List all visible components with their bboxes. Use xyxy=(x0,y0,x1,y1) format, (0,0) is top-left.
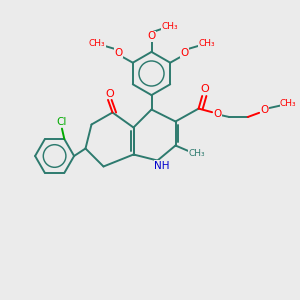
Text: O: O xyxy=(213,109,221,119)
Text: CH₃: CH₃ xyxy=(162,22,178,31)
Text: O: O xyxy=(147,31,156,41)
Text: CH₃: CH₃ xyxy=(280,99,297,108)
Text: CH₃: CH₃ xyxy=(189,149,206,158)
Text: O: O xyxy=(115,48,123,58)
Text: NH: NH xyxy=(154,161,170,171)
Text: CH₃: CH₃ xyxy=(88,39,105,48)
Text: O: O xyxy=(260,105,269,116)
Text: O: O xyxy=(105,89,114,99)
Text: O: O xyxy=(180,48,188,58)
Text: Cl: Cl xyxy=(56,117,67,127)
Text: CH₃: CH₃ xyxy=(199,39,215,48)
Text: O: O xyxy=(200,84,209,94)
